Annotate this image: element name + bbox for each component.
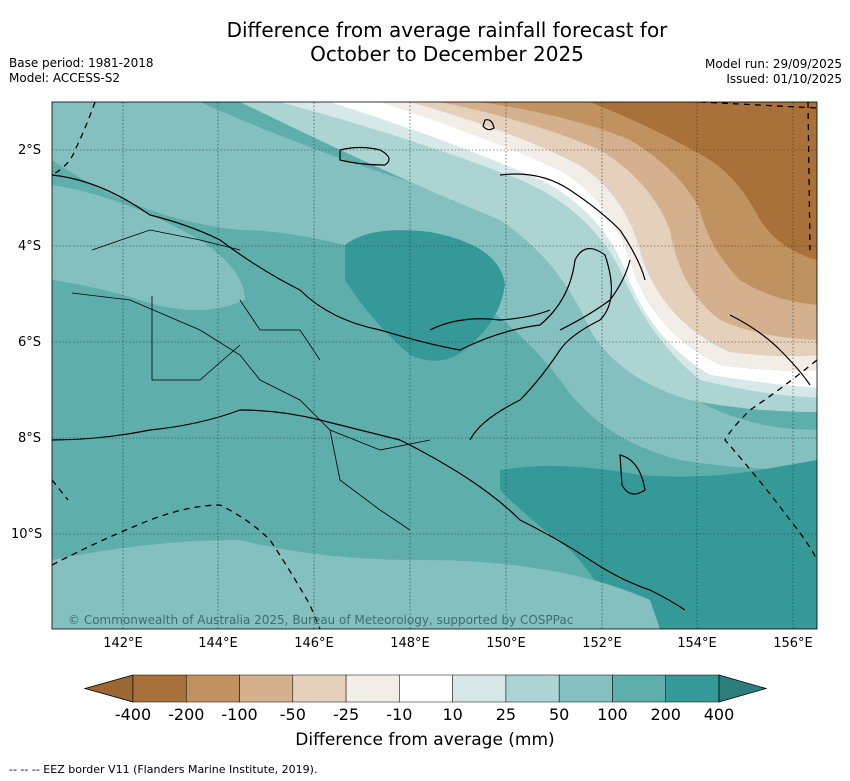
copyright-text: © Commonwealth of Australia 2025, Bureau… [68,613,574,627]
lat-label-2s: 2°S [18,143,42,158]
colorbar-swatch [399,674,453,703]
colorbar-tick-label: -400 [114,705,152,724]
eez-borders [52,102,817,629]
colorbar-swatch [239,674,294,703]
colorbar-swatch [558,674,613,703]
colorbar-swatch [186,674,240,703]
lat-label-8s: 8°S [18,431,42,446]
colorbar-tick-label: -25 [333,705,360,724]
model-run: Model run: 29/09/2025 [704,57,842,71]
colorbar-swatch [612,674,666,703]
lat-label-10s: 10°S [11,527,43,542]
colorbar-tick-label: 400 [703,705,735,724]
lon-label-142e: 142°E [103,636,143,651]
lon-label-144e: 144°E [198,636,238,651]
colorbar-tick-label: -50 [279,705,306,724]
title-line-1: Difference from average rainfall forecas… [226,18,668,42]
base-period: Base period: 1981-2018 [9,56,154,70]
zone-200-400-southeast [500,460,817,629]
colorbar-tick-label: 10 [442,705,463,724]
colorbar-title: Difference from average (mm) [295,730,555,750]
map-title: Difference from average rainfall forecas… [0,18,850,66]
graticule [52,102,817,629]
lon-label-148e: 148°E [390,636,430,651]
model-name: Model: ACCESS-S2 [9,71,121,85]
meta-left: Base period: 1981-2018 Model: ACCESS-S2 [9,56,154,86]
colorbar-tick-label: 200 [650,705,681,724]
coastlines [52,119,811,611]
colorbar-swatch [505,674,560,703]
colorbar-tick-label: -200 [168,705,205,724]
colorbar-swatch [345,674,400,703]
lon-label-156e: 156°E [773,636,813,651]
colorbar-tick-label: 50 [548,705,570,724]
meta-right: Model run: 29/09/2025 Issued: 01/10/2025 [705,57,842,87]
colorbar-swatch [292,674,347,703]
zone-west-50-100 [52,185,245,310]
colorbar [83,674,768,703]
province-borders [71,229,431,531]
colorbar-tick-label: -100 [221,705,258,724]
issued-date: Issued: 01/10/2025 [726,72,842,86]
colorbar-swatch [665,674,720,703]
colorbar-swatch [452,674,507,703]
title-line-2: October to December 2025 [310,42,584,66]
colorbar-tick-label: -10 [386,705,413,724]
zone-50-100 [52,102,817,470]
zone-200-400-central [345,230,505,361]
zone-southwest-50-100 [52,540,660,629]
colorbar-over-arrow [718,674,768,703]
lon-label-152e: 152°E [582,636,622,651]
lat-label-6s: 6°S [18,335,42,350]
rainfall-map [52,102,817,629]
colorbar-under-arrow [83,674,134,703]
lon-label-154e: 154°E [677,636,717,651]
colorbar-tick-label: 25 [495,705,517,724]
lon-label-146e: 146°E [294,636,334,651]
map-frame [51,101,818,630]
lat-label-4s: 4°S [18,239,42,254]
zone-minus-200-400 [590,102,817,260]
lon-label-150e: 150°E [486,636,526,651]
eez-legend: -- -- -- EEZ border V11 (Flanders Marine… [9,763,318,776]
colorbar-swatch [132,674,187,703]
colorbar-tick-label: 100 [597,705,628,724]
